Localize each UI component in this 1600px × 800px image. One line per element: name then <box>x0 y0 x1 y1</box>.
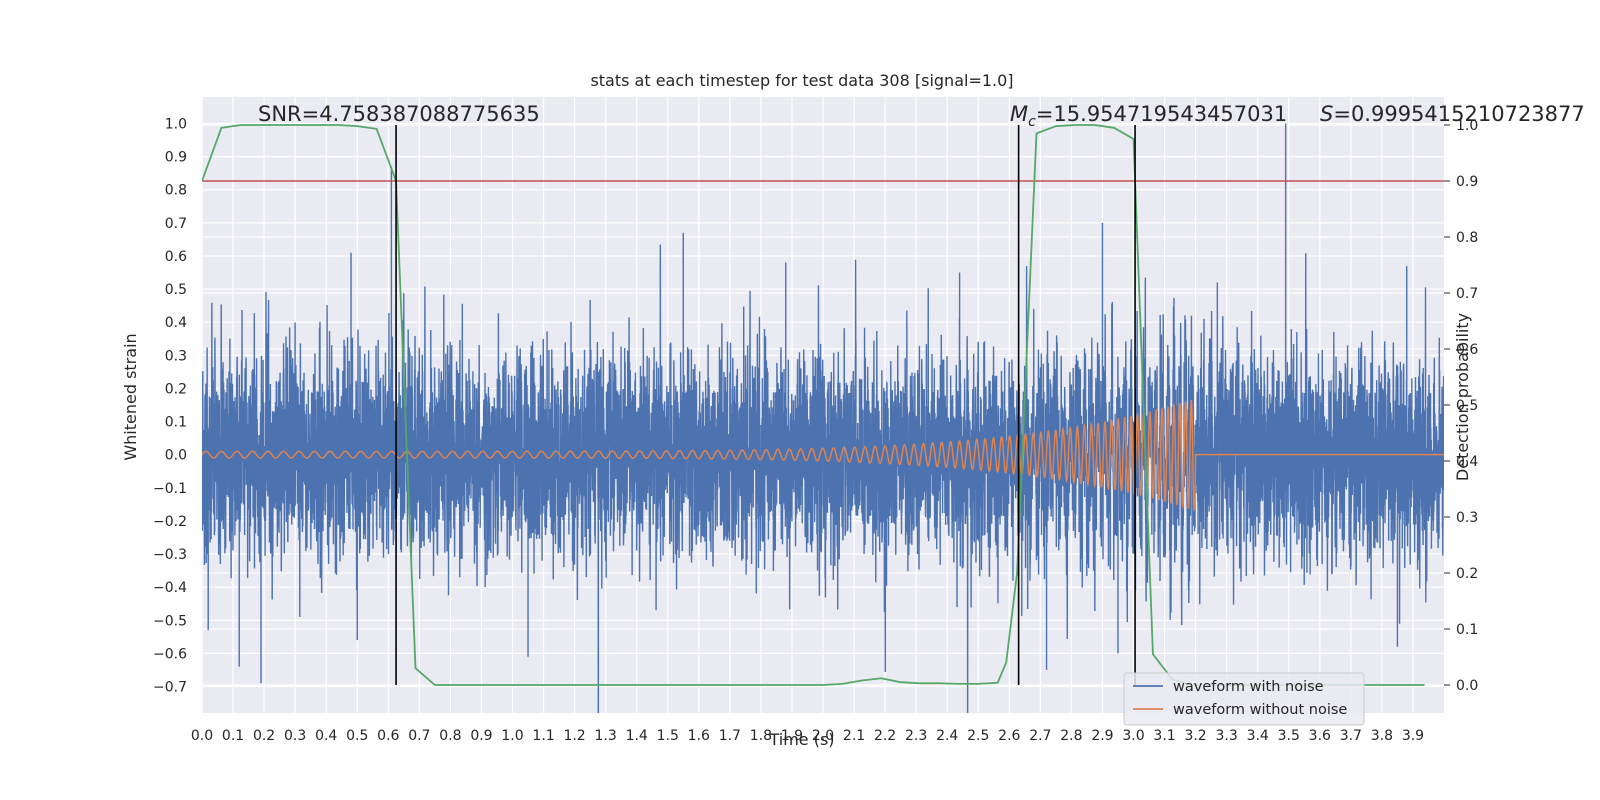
x-tick-label: 2.6 <box>998 728 1020 744</box>
y-tick-label-left: 0.4 <box>165 315 187 331</box>
x-tick-label: 0.0 <box>191 728 213 744</box>
y-tick-label-left: 0.7 <box>165 216 187 232</box>
y-tick-label-right: 0.4 <box>1456 454 1478 470</box>
chirp-mass-symbol: M <box>1010 102 1028 126</box>
x-tick-label: 0.4 <box>315 728 337 744</box>
x-tick-label: 2.7 <box>1029 728 1051 744</box>
legend: waveform with noise waveform without noi… <box>1123 672 1365 726</box>
x-tick-label: 3.9 <box>1402 728 1424 744</box>
y-tick-label-right: 0.7 <box>1456 286 1478 302</box>
y-tick-label-left: 1.0 <box>165 116 187 132</box>
x-tick-label: 0.9 <box>470 728 492 744</box>
x-axis-label: Time (s) <box>768 730 834 749</box>
y-tick-label-left: −0.2 <box>153 514 187 530</box>
y-tick-label-right: 0.8 <box>1456 230 1478 246</box>
chirp-mass-annotation: Mc=15.954719543457031 <box>1010 102 1287 130</box>
legend-box <box>1123 672 1365 726</box>
x-tick-label: 1.4 <box>626 728 648 744</box>
x-tick-label: 2.4 <box>936 728 958 744</box>
y-tick-label-left: −0.7 <box>153 680 187 696</box>
y-tick-label-left: −0.4 <box>153 580 187 596</box>
chirp-mass-subscript: c <box>1028 114 1036 130</box>
x-tick-label: 0.1 <box>222 728 244 744</box>
y-tick-label-right: 0.9 <box>1456 174 1478 190</box>
x-tick-label: 0.3 <box>284 728 306 744</box>
vertical-markers <box>395 125 1136 685</box>
y-tick-label-right: 0.1 <box>1456 622 1478 638</box>
y-tick-label-right: 0.2 <box>1456 566 1478 582</box>
chirp-mass-value: =15.954719543457031 <box>1036 102 1287 126</box>
x-tick-label: 3.5 <box>1278 728 1300 744</box>
x-tick-label: 1.1 <box>532 728 554 744</box>
x-tick-label: 1.7 <box>719 728 741 744</box>
x-tick-label: 2.3 <box>905 728 927 744</box>
legend-label-clean: waveform without noise <box>1173 702 1347 718</box>
x-tick-label: 0.8 <box>439 728 461 744</box>
x-tick-label: 0.5 <box>346 728 368 744</box>
x-tick-label: 1.9 <box>781 728 803 744</box>
y-axis-label-left: Whitened strain <box>121 333 140 460</box>
series-line-noisy-waveform <box>202 123 1444 713</box>
y-tick-label-left: 0.8 <box>165 183 187 199</box>
y-tick-label-left: 0.6 <box>165 249 187 265</box>
x-tick-label: 1.2 <box>563 728 585 744</box>
y-tick-label-left: 0.3 <box>165 348 187 364</box>
x-tick-label: 0.2 <box>253 728 275 744</box>
x-tick-label: 2.5 <box>967 728 989 744</box>
y-tick-labels-left: −0.7 −0.6 −0.5 −0.4 −0.3 −0.2 −0.1 0.0 0.1 0.2 0.3… <box>153 116 187 695</box>
x-tick-label: 3.7 <box>1340 728 1362 744</box>
x-tick-label: 1.3 <box>595 728 617 744</box>
series-line-clean-waveform <box>202 399 1444 512</box>
y-tick-label-right: 1.0 <box>1456 118 1478 134</box>
legend-label-noisy: waveform with noise <box>1173 679 1324 695</box>
y-tick-label-left: 0.5 <box>165 282 187 298</box>
y-tick-label-left: 0.0 <box>165 448 187 464</box>
x-tick-label: 3.2 <box>1184 728 1206 744</box>
y-tick-labels-right: 0.0 0.1 0.2 0.3 0.4 0.5 0.6 0.7 0.8 0.9 1.0 <box>1444 118 1478 694</box>
x-tick-label: 3.6 <box>1309 728 1331 744</box>
x-tick-label: 0.6 <box>377 728 399 744</box>
chart-title: stats at each timestep for test data 308… <box>590 71 1013 90</box>
y-tick-label-left: −0.6 <box>153 646 187 662</box>
y-tick-label-right: 0.6 <box>1456 342 1478 358</box>
x-tick-label: 2.9 <box>1091 728 1113 744</box>
y-axis-label-right: Detection probability <box>1453 313 1472 481</box>
x-tick-label: 3.1 <box>1153 728 1175 744</box>
x-tick-labels: 0.0 0.1 0.2 0.3 0.4 0.5 0.6 0.7 0.8 0.9 1.0 1.1 1.2 1… <box>191 728 1424 744</box>
snr-annotation: SNR=4.758387088775635 <box>258 102 540 126</box>
x-tick-label: 2.2 <box>874 728 896 744</box>
y-tick-label-right: 0.5 <box>1456 398 1478 414</box>
x-tick-label: 0.7 <box>408 728 430 744</box>
y-tick-label-right: 0.3 <box>1456 510 1478 526</box>
y-tick-label-right: 0.0 <box>1456 678 1478 694</box>
x-tick-label: 1.6 <box>688 728 710 744</box>
s-symbol: S <box>1320 102 1333 126</box>
y-tick-label-left: 0.2 <box>165 381 187 397</box>
y-tick-label-left: −0.1 <box>153 481 187 497</box>
x-tick-label: 2.1 <box>843 728 865 744</box>
x-tick-label: 3.8 <box>1371 728 1393 744</box>
x-tick-label: 2.8 <box>1060 728 1082 744</box>
x-tick-label: 1.0 <box>501 728 523 744</box>
y-tick-label-left: −0.5 <box>153 613 187 629</box>
x-tick-label: 2.0 <box>812 728 834 744</box>
x-tick-label: 3.0 <box>1122 728 1144 744</box>
s-annotation: S=0.9995415210723877 <box>1320 102 1585 126</box>
y-tick-label-left: 0.9 <box>165 150 187 166</box>
y-tick-label-left: 0.1 <box>165 415 187 431</box>
x-tick-label: 1.8 <box>750 728 772 744</box>
x-tick-label: 3.4 <box>1247 728 1269 744</box>
s-value: =0.9995415210723877 <box>1333 102 1584 126</box>
x-tick-label: 3.3 <box>1216 728 1238 744</box>
y-tick-label-left: −0.3 <box>153 547 187 563</box>
x-tick-label: 1.5 <box>657 728 679 744</box>
